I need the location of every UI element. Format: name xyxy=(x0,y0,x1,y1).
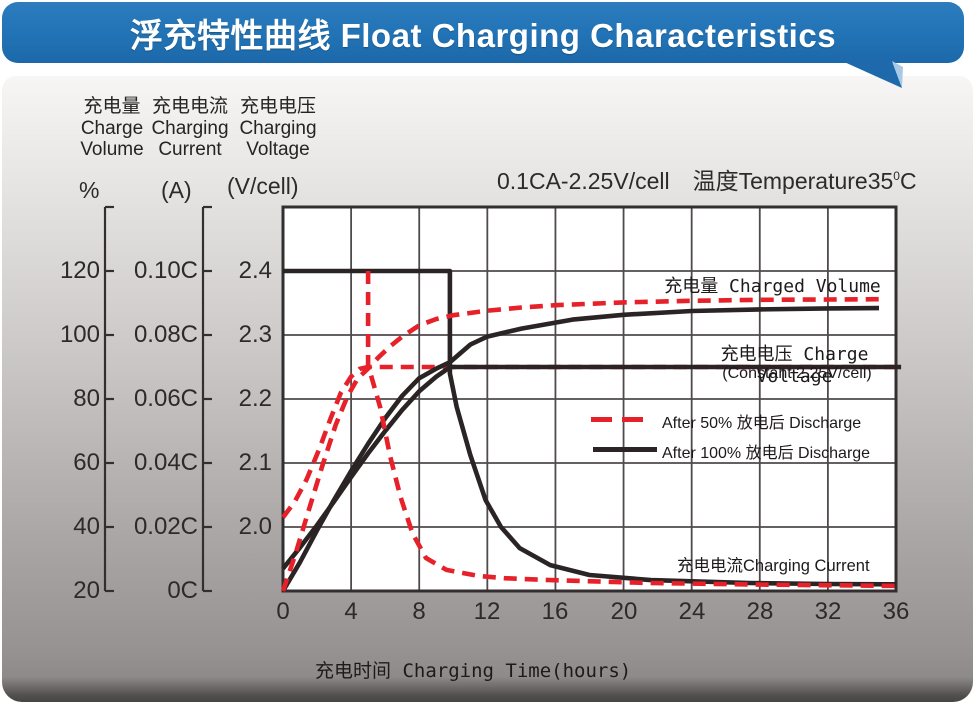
axis-header-en: Charging xyxy=(239,117,317,139)
axis-header-zh: 充电电流 xyxy=(151,96,228,117)
page-title: 浮充特性曲线 Float Charging Characteristics xyxy=(129,16,837,54)
percent-tick: 120 xyxy=(59,257,100,284)
axis-header-charge-volume: 充电量 Charge Volume xyxy=(52,96,172,161)
title-banner: 浮充特性曲线 Float Charging Characteristics xyxy=(2,2,964,63)
x-tick: 32 xyxy=(814,598,842,625)
x-tick: 4 xyxy=(344,598,358,625)
axis-header-en: Voltage xyxy=(246,139,310,160)
axis-header-en: Charging xyxy=(151,117,229,139)
percent-tick: 100 xyxy=(59,321,100,348)
banner-tail-icon xyxy=(842,61,903,88)
axis-header-en: Charge xyxy=(80,117,144,139)
x-tick: 24 xyxy=(678,598,706,625)
voltage-tick: 2.1 xyxy=(238,449,272,476)
unit-label-percent: % xyxy=(79,177,100,203)
label-constant-voltage: (Constant 2.25V/cell) xyxy=(722,365,872,382)
x-axis-title: 充电时间 Charging Time(hours) xyxy=(315,660,632,682)
axis-header-zh: 充电量 xyxy=(83,96,141,117)
legend-label-100pct: After 100% 放电后 Discharge xyxy=(662,445,871,462)
x-tick: 0 xyxy=(276,598,290,625)
legend-line-solid-black xyxy=(593,447,657,452)
current-tick: 0C xyxy=(167,577,198,604)
legend-line-dashed-red xyxy=(591,417,645,422)
percent-tick: 60 xyxy=(73,449,100,476)
axis-header-zh: 充电电压 xyxy=(239,96,316,117)
x-tick: 28 xyxy=(746,598,774,625)
x-tick: 36 xyxy=(882,598,910,625)
condition-unit: C xyxy=(899,168,917,194)
condition-text: 0.1CA-2.25V/cell 温度Temperature35 xyxy=(497,168,894,194)
unit-label-ampere: (A) xyxy=(161,177,192,203)
current-tick: 0.10C xyxy=(133,257,198,284)
current-tick: 0.06C xyxy=(133,385,198,412)
voltage-tick: 2.3 xyxy=(238,321,272,348)
voltage-tick: 2.4 xyxy=(238,257,272,284)
x-tick: 16 xyxy=(541,598,569,625)
percent-tick: 20 xyxy=(73,577,100,604)
axis-header-en: Volume xyxy=(80,139,144,160)
axis-header-en: Current xyxy=(158,139,222,160)
test-condition: 0.1CA-2.25V/cell 温度Temperature350C xyxy=(497,162,917,196)
voltage-tick: 2.2 xyxy=(238,385,272,412)
x-tick: 12 xyxy=(473,598,501,625)
label-charged-volume: 充电量 Charged Volume xyxy=(664,276,881,297)
legend-label-50pct: After 50% 放电后 Discharge xyxy=(662,415,862,432)
label-charging-current: 充电电流Charging Current xyxy=(677,557,870,575)
condition-degree-sup: 0 xyxy=(893,169,900,183)
axis-header-charging-current: 充电电流 Charging Current xyxy=(130,96,250,161)
current-tick: 0.04C xyxy=(133,449,198,476)
voltage-tick: 2.0 xyxy=(238,513,272,540)
x-tick: 20 xyxy=(610,598,638,625)
axis-header-charging-voltage: 充电电压 Charging Voltage xyxy=(218,96,338,161)
percent-tick: 80 xyxy=(73,385,100,412)
unit-label-vcell: (V/cell) xyxy=(227,173,299,199)
current-tick: 0.02C xyxy=(133,513,198,540)
percent-tick: 40 xyxy=(73,513,100,540)
x-tick: 8 xyxy=(412,598,426,625)
current-tick: 0.08C xyxy=(133,321,198,348)
